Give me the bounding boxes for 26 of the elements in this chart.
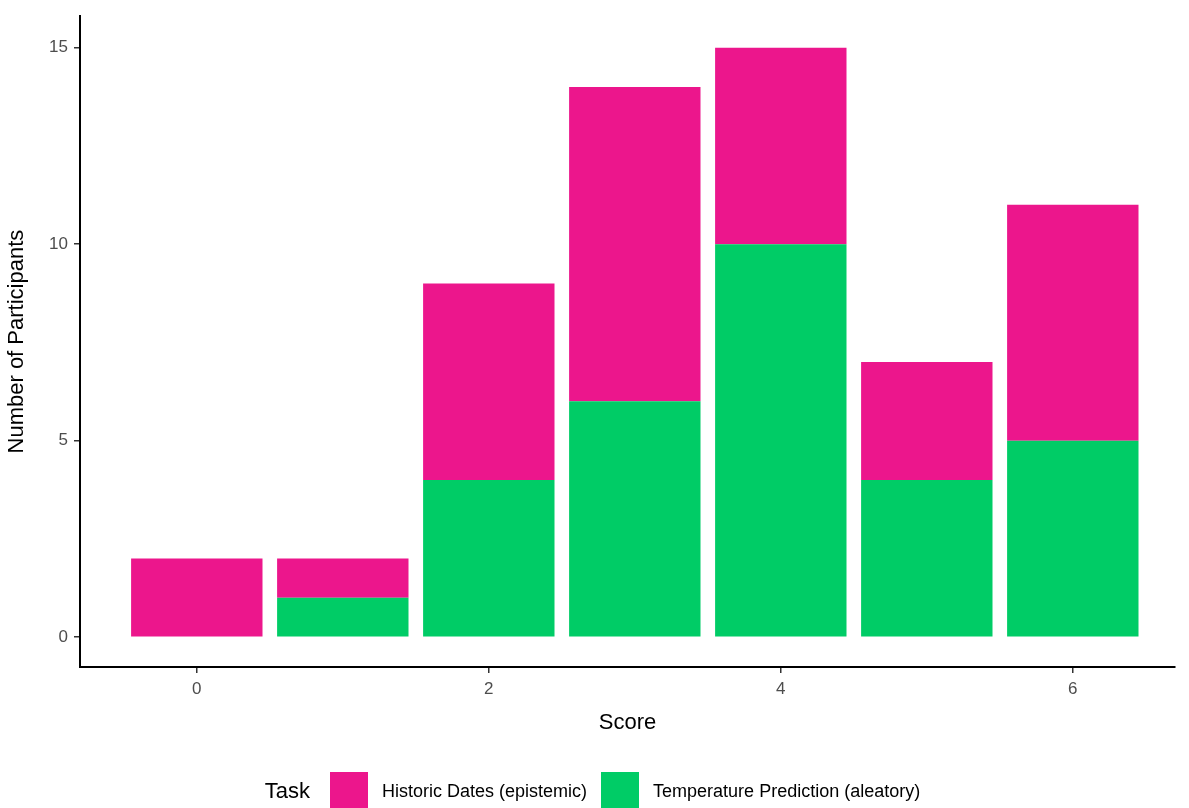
bar <box>131 558 263 637</box>
bar <box>277 597 409 637</box>
bar <box>715 244 847 637</box>
y-axis-title: Number of Participants <box>3 229 29 454</box>
bar <box>569 401 701 637</box>
legend-label: Historic Dates (epistemic) <box>382 780 588 802</box>
legend-title: Task <box>264 778 311 804</box>
x-tick-label: 2 <box>484 678 494 698</box>
bar <box>715 47 847 245</box>
x-axis-title: Score <box>598 708 657 734</box>
y-tick-label: 10 <box>49 233 68 253</box>
bar <box>861 479 993 637</box>
bar <box>1007 204 1139 441</box>
y-tick-label: 0 <box>58 626 68 646</box>
legend-label: Temperature Prediction (aleatory) <box>653 780 921 802</box>
bar <box>569 86 701 402</box>
bar <box>423 479 555 637</box>
y-tick-label: 15 <box>49 37 68 57</box>
bar <box>861 362 993 480</box>
bar <box>423 283 555 480</box>
bar <box>277 558 409 598</box>
y-tick-label: 5 <box>58 430 68 450</box>
bar <box>1007 440 1139 637</box>
x-tick-label: 4 <box>776 678 786 698</box>
x-tick-label: 6 <box>1068 678 1078 698</box>
x-tick-label: 0 <box>192 678 202 698</box>
